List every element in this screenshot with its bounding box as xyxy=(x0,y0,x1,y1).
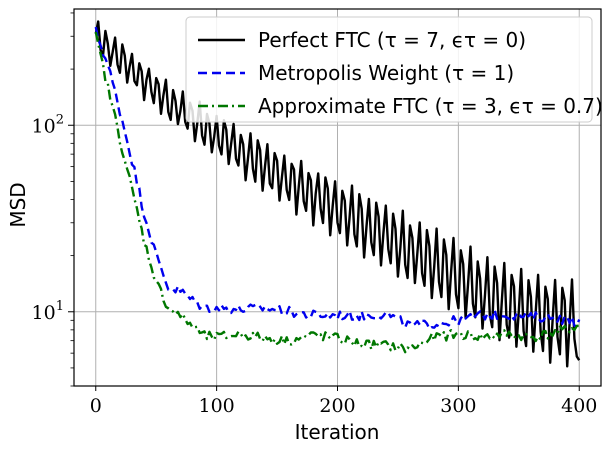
legend-label-metropolis: Metropolis Weight (τ = 1) xyxy=(258,61,514,85)
series-line-approximate-ftc xyxy=(94,31,580,354)
x-tick-label: 200 xyxy=(319,395,355,417)
series-line-metropolis-weight xyxy=(94,26,581,331)
x-tick-label: 100 xyxy=(198,395,234,417)
x-tick-label: 300 xyxy=(440,395,476,417)
x-axis-label: Iteration xyxy=(295,420,380,444)
legend-label-perfect: Perfect FTC (τ = 7, ϵτ = 0) xyxy=(258,28,526,52)
x-tick-label: 400 xyxy=(561,395,597,417)
series-lines xyxy=(94,20,581,368)
series-line-perfect-ftc xyxy=(94,20,581,368)
legend-box xyxy=(185,16,593,123)
y-axis-label: MSD xyxy=(6,182,30,227)
legend-label-approximate: Approximate FTC (τ = 3, ϵτ = 0.7) xyxy=(258,94,603,118)
ticks: 0 100 200 300 400 101 102 xyxy=(32,12,597,417)
legend: Perfect FTC (τ = 7, ϵτ = 0) Metropolis W… xyxy=(185,16,603,123)
y-tick-label: 102 xyxy=(32,112,64,137)
y-tick-label: 101 xyxy=(32,299,64,324)
x-tick-label: 0 xyxy=(90,395,102,417)
